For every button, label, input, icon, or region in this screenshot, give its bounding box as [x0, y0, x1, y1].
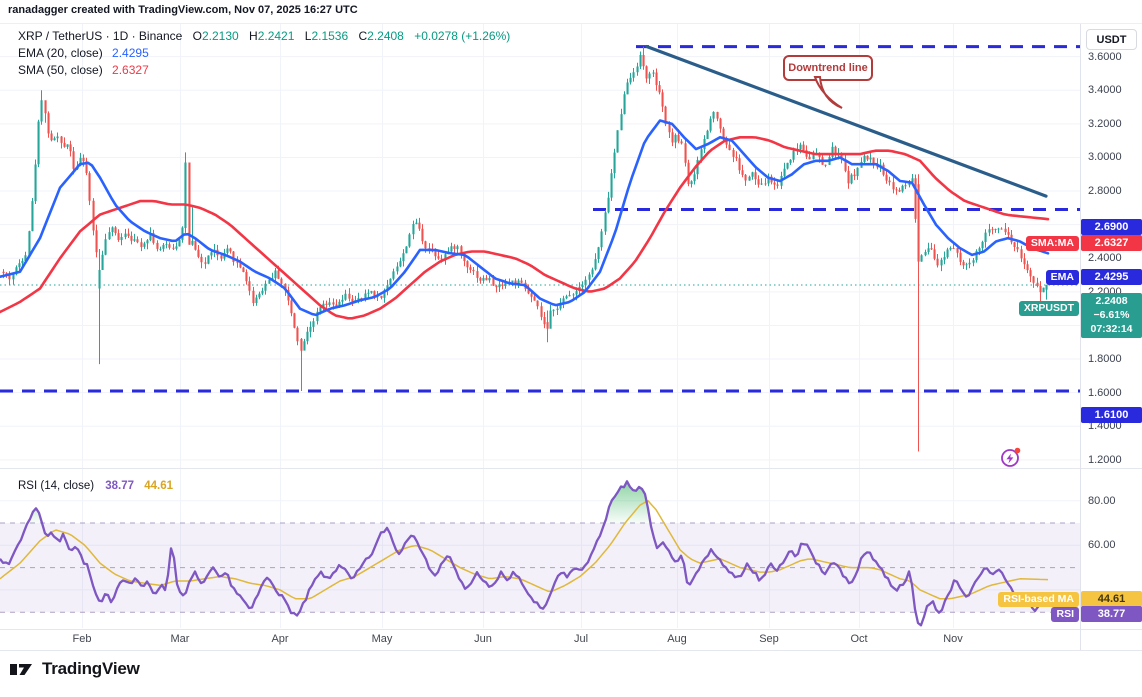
ema-value-badge[interactable]: 2.4295 [1081, 269, 1142, 285]
rsi-ma-value-badge[interactable]: 44.61 [1081, 591, 1142, 607]
ema20-line[interactable] [0, 119, 1050, 317]
ema-label: EMA (20, close) [18, 46, 103, 60]
chart-legend: XRP / TetherUS · 1D · Binance O2.2130 H2… [18, 28, 510, 79]
price-tick-label: 2.8000 [1088, 185, 1122, 198]
downtrend-callout-label: Downtrend line [788, 62, 868, 74]
price-tick-label: 2.4000 [1088, 252, 1122, 265]
chart-bottom-border [0, 650, 1142, 651]
rsi-ma-axis-pill[interactable]: RSI-based MA [998, 592, 1079, 607]
rsi-legend-label: RSI (14, close) [18, 480, 95, 492]
month-label-aug: Aug [667, 633, 687, 645]
grid-layer [0, 24, 1080, 628]
rsi-value-badge[interactable]: 38.77 [1081, 606, 1142, 622]
tradingview-wordmark: TradingView [42, 659, 140, 678]
price-tick-label: 1.6000 [1088, 386, 1122, 399]
rsi-legend: RSI (14, close) 38.77 44.61 [18, 480, 173, 492]
time-axis[interactable]: Feb Mar Apr May Jun Jul Aug Sep Oct Nov [0, 630, 1080, 650]
rsi-tick-label: 80.00 [1088, 494, 1116, 507]
month-label-mar: Mar [170, 633, 190, 645]
last-price-change: −6.61% [1093, 309, 1130, 321]
price-tick-label: 1.8000 [1088, 353, 1122, 366]
price-axis[interactable]: USDT 3.60003.40003.20003.00002.80002.600… [1081, 24, 1142, 650]
rsi-axis-pill[interactable]: RSI [1051, 607, 1079, 622]
downtrend-trendline[interactable] [645, 44, 1048, 198]
ema-legend-row: EMA (20, close) 2.4295 [18, 45, 510, 61]
symbol-axis-pill[interactable]: XRPUSDT [1018, 301, 1079, 316]
level-badge-2.69[interactable]: 2.6900 [1081, 219, 1142, 235]
last-price-badge[interactable]: 2.2408 −6.61% 07:32:14 [1081, 293, 1142, 338]
price-tick-label: 1.2000 [1088, 453, 1122, 466]
price-tick-label: 1.4000 [1088, 420, 1122, 433]
month-label-feb: Feb [72, 633, 92, 645]
close-label: C [358, 29, 368, 43]
month-label-oct: Oct [850, 633, 868, 645]
rsi-ma-legend-value: 44.61 [144, 480, 174, 492]
month-label-sep: Sep [759, 633, 779, 645]
rsi-panel[interactable] [0, 480, 1080, 627]
rsi-tick-label: 60.00 [1088, 539, 1116, 552]
downtrend-callout[interactable]: Downtrend line [783, 55, 873, 81]
price-tick-label: 3.0000 [1088, 151, 1122, 164]
ema-axis-pill[interactable]: EMA [1045, 270, 1079, 285]
price-axis-border [1080, 24, 1081, 650]
low-value: 2.1536 [311, 29, 349, 43]
month-label-jun: Jun [474, 633, 492, 645]
price-tick-label: 3.4000 [1088, 84, 1122, 97]
sma50-line[interactable] [0, 136, 1050, 320]
price-levels-layer[interactable] [0, 45, 1080, 393]
high-value: 2.2421 [257, 29, 295, 43]
month-label-apr: Apr [271, 633, 289, 645]
sma-value-badge[interactable]: 2.6327 [1081, 235, 1142, 251]
low-label: L [304, 29, 312, 43]
last-price-value: 2.2408 [1095, 295, 1128, 307]
change-value: +0.0278 (+1.26%) [414, 29, 511, 43]
ema-value: 2.4295 [112, 46, 149, 60]
flash-boost-icon[interactable] [998, 444, 1024, 470]
chart-surface[interactable] [0, 24, 1080, 650]
sma-label: SMA (50, close) [18, 63, 103, 77]
downtrend-callout-tail [813, 76, 843, 109]
rsi-line[interactable] [0, 480, 1048, 627]
header-divider [0, 23, 1142, 24]
tradingview-logo-icon [10, 663, 32, 675]
symbol-legend-row: XRP / TetherUS · 1D · Binance O2.2130 H2… [18, 28, 510, 44]
axis-separator [0, 629, 1142, 630]
month-label-may: May [371, 633, 393, 645]
attribution-text: ranadagger created with TradingView.com,… [8, 4, 358, 16]
bar-close-countdown: 07:32:14 [1090, 323, 1133, 335]
month-label-jul: Jul [573, 633, 589, 645]
sma-legend-row: SMA (50, close) 2.6327 [18, 62, 510, 78]
panel-separator[interactable] [0, 468, 1142, 469]
footer: TradingView [10, 659, 140, 679]
sma-value: 2.6327 [112, 63, 149, 77]
open-label: O [192, 29, 202, 43]
rsi-ma-line[interactable] [0, 499, 1049, 600]
open-value: 2.2130 [201, 29, 239, 43]
level-badge-1.61[interactable]: 1.6100 [1081, 407, 1142, 423]
price-tick-label: 3.6000 [1088, 50, 1122, 63]
sma-axis-pill[interactable]: SMA:MA [1025, 236, 1079, 251]
currency-toggle-button[interactable]: USDT [1086, 29, 1137, 50]
high-label: H [249, 29, 258, 43]
month-label-nov: Nov [943, 633, 963, 645]
price-tick-label: 3.2000 [1088, 117, 1122, 130]
rsi-legend-value: 38.77 [105, 480, 135, 492]
close-value: 2.2408 [367, 29, 404, 43]
symbol-title: XRP / TetherUS · 1D · Binance [18, 29, 183, 43]
